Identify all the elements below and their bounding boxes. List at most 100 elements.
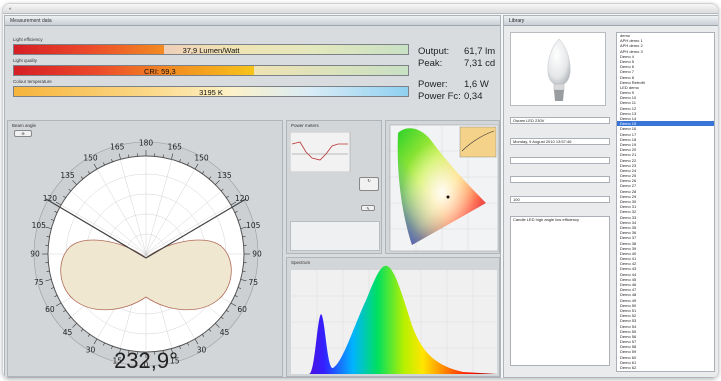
library-list-item[interactable]: Demo 9 [620, 90, 635, 96]
library-list-item[interactable]: Demo 42 [620, 261, 637, 267]
beam-zoom-button[interactable]: ⊕ [14, 130, 32, 137]
library-list-item[interactable]: Demo 18 [620, 136, 637, 142]
library-list-item[interactable]: Demo 47 [620, 287, 637, 293]
polar-angle-label: 45 [63, 328, 73, 337]
library-list-item[interactable]: Demo 14 [620, 116, 637, 121]
polar-tick [93, 163, 98, 170]
library-list-item[interactable]: Demo 30 [620, 199, 637, 204]
library-list-item[interactable]: APH demo 2 [620, 43, 643, 49]
library-list-item[interactable]: Demo 60 [620, 354, 637, 360]
menu-item-0[interactable]: « [9, 6, 12, 11]
library-list-item[interactable]: Demo 44 [620, 271, 637, 277]
library-list-item[interactable]: Demo 53 [620, 318, 637, 324]
library-list[interactable]: demo APH demo 1 APH demo 2 APH demo 3 Demo 4… [616, 32, 715, 372]
library-list-item[interactable]: Demo 17 [620, 131, 637, 137]
output-value: 61,7 lm [464, 46, 496, 57]
library-list-item[interactable]: Demo 23 [620, 162, 637, 168]
polar-angle-label: 15 [112, 357, 122, 366]
update-power-button[interactable]: ↻ [359, 177, 379, 191]
library-list-item[interactable]: Demo 51 [620, 307, 637, 313]
library-list-item[interactable]: Demo 59 [620, 349, 637, 355]
polar-angle-label: 60 [237, 305, 247, 314]
library-list-item[interactable]: Demo 11 [620, 100, 636, 106]
library-list-item[interactable]: Demo 50 [620, 302, 637, 308]
polar-tick [55, 201, 62, 206]
polar-angle-label: 120 [43, 194, 58, 203]
library-list-item[interactable]: Demo 25 [620, 173, 637, 179]
library-list-item[interactable]: Demo 52 [620, 313, 637, 319]
library-list-item[interactable]: Demo 31 [620, 204, 637, 210]
library-list-item[interactable]: Demo 38 [620, 240, 637, 246]
library-list-item[interactable]: Demo Retrofit [620, 79, 645, 85]
library-list-item[interactable]: demo [620, 33, 631, 38]
manufacturer-field[interactable] [510, 157, 610, 164]
library-list-item[interactable]: Demo 21 [620, 152, 637, 158]
library-list-item[interactable]: Demo 5 [620, 58, 635, 64]
library-list-item[interactable]: Demo 36 [620, 230, 637, 236]
library-list-item[interactable]: APH demo 3 [620, 48, 643, 54]
library-list-item[interactable]: Demo 6 [620, 64, 635, 70]
polar-tick [55, 302, 62, 307]
library-list-item[interactable]: Demo 54 [620, 323, 637, 329]
library-list-item[interactable]: Demo 28 [620, 188, 637, 194]
library-list-item[interactable]: Demo 4 [620, 53, 635, 59]
library-list-item[interactable]: Demo 48 [620, 292, 637, 298]
library-list-item[interactable]: Demo 19 [620, 141, 637, 147]
menu-bar: « [3, 4, 718, 14]
library-list-item[interactable]: Demo 62 [620, 365, 637, 370]
library-list-item[interactable]: Demo 34 [620, 219, 637, 225]
library-list-item[interactable]: Demo 7 [620, 69, 635, 75]
library-list-item[interactable]: Demo 45 [620, 276, 637, 282]
library-list-item[interactable]: Demo 57 [620, 339, 637, 345]
item-number-field[interactable] [510, 176, 610, 183]
library-list-item[interactable]: Demo 33 [620, 214, 637, 220]
polar-angle-label: 150 [83, 153, 98, 162]
quantity-field[interactable]: 100 [510, 196, 610, 203]
library-list-item[interactable]: Demo 20 [620, 147, 637, 153]
library-list-item[interactable]: Demo 55 [620, 328, 637, 334]
polar-angle-label: 165 [110, 142, 125, 151]
library-list-item[interactable]: Demo 37 [620, 235, 637, 241]
library-list-item[interactable]: Demo 46 [620, 282, 637, 287]
library-list-item[interactable]: Demo 22 [620, 157, 637, 163]
library-list-item[interactable]: Demo 49 [620, 297, 637, 303]
library-list-item[interactable]: Demo 40 [620, 250, 637, 256]
library-list-item[interactable]: Demo 35 [620, 224, 637, 230]
library-list-item[interactable]: Demo 58 [620, 344, 637, 350]
spectrum-curve [291, 265, 497, 374]
notes-field[interactable]: Candle LED high angle low efficiency [510, 216, 610, 366]
library-list-item[interactable]: Demo 26 [620, 178, 637, 184]
peak-label: Peak: [418, 58, 443, 69]
edit-button[interactable]: ✎ [361, 205, 375, 211]
polar-angle-label: 180 [139, 139, 154, 148]
library-list-item[interactable]: Demo 32 [620, 209, 637, 215]
peak-value: 7,31 cd [464, 58, 496, 69]
measurement-title: Measurement data [10, 17, 52, 24]
library-list-item[interactable]: Demo 39 [620, 245, 637, 251]
polar-tick [50, 219, 55, 221]
output-label: Output: [418, 46, 450, 57]
library-list-item[interactable]: Demo 16 [620, 126, 637, 132]
library-list-item[interactable]: Demo 43 [620, 266, 637, 272]
library-list-item[interactable]: Demo 27 [620, 183, 637, 189]
date-field[interactable]: Monday, 9 August 2010 13:57:46 [510, 138, 610, 145]
polar-tick [63, 309, 66, 313]
library-list-item[interactable]: Demo 29 [620, 193, 637, 199]
polar-angle-label: 90 [252, 250, 262, 259]
library-list-item[interactable]: Demo 63 [617, 370, 714, 371]
library-list-item[interactable]: Demo 56 [620, 333, 637, 339]
polar-tick [111, 345, 113, 350]
product-name-field[interactable]: Osram LED 230V [510, 117, 610, 124]
library-list-item[interactable]: Demo 13 [620, 110, 637, 116]
library-list-item[interactable]: Demo 24 [620, 167, 637, 173]
library-list-item[interactable]: Demo 8 [620, 74, 635, 80]
library-list-item[interactable]: Demo 10 [620, 95, 637, 101]
library-list-item[interactable]: APH demo 1 [620, 38, 643, 44]
library-list-item[interactable]: Demo 12 [620, 105, 637, 111]
library-list-item[interactable]: LED demo [620, 84, 639, 90]
library-list-item[interactable]: Demo 41 [620, 256, 637, 262]
library-list-item[interactable]: Demo 61 [620, 359, 637, 365]
polar-tick [87, 171, 91, 174]
polar-angle-label: 60 [45, 305, 55, 314]
library-list-item[interactable]: Demo 15 [617, 121, 714, 127]
